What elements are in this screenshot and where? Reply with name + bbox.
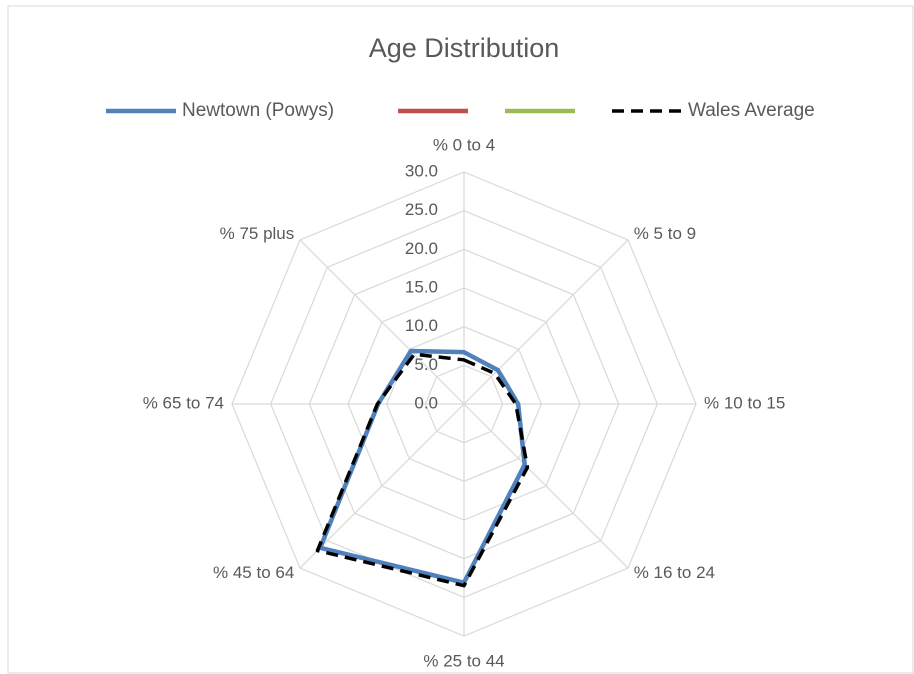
category-label: % 65 to 74: [143, 393, 224, 412]
tick-label: 30.0: [405, 161, 438, 180]
spoke: [463, 239, 629, 405]
category-label: % 75 plus: [220, 224, 295, 243]
series-line: [315, 352, 530, 588]
chart-title: Age Distribution: [369, 33, 560, 63]
category-label: % 0 to 4: [433, 135, 495, 154]
tick-label: 5.0: [414, 355, 438, 374]
tick-label: 10.0: [405, 316, 438, 335]
legend-label: Wales Average: [688, 100, 815, 121]
category-label: % 16 to 24: [634, 563, 715, 582]
tick-label: 0.0: [414, 393, 438, 412]
tick-label: 15.0: [405, 277, 438, 296]
category-label: % 25 to 44: [423, 651, 504, 670]
spoke: [299, 239, 465, 405]
tick-label: 20.0: [405, 239, 438, 258]
legend-label: Newtown (Powys): [182, 100, 334, 121]
category-label: % 10 to 15: [704, 393, 785, 412]
spoke: [463, 403, 629, 569]
category-label: % 45 to 64: [213, 563, 294, 582]
tick-label: 25.0: [405, 200, 438, 219]
category-label: % 5 to 9: [634, 224, 696, 243]
series-line: [317, 348, 527, 585]
spoke: [299, 403, 465, 569]
chart-border: [7, 5, 914, 674]
